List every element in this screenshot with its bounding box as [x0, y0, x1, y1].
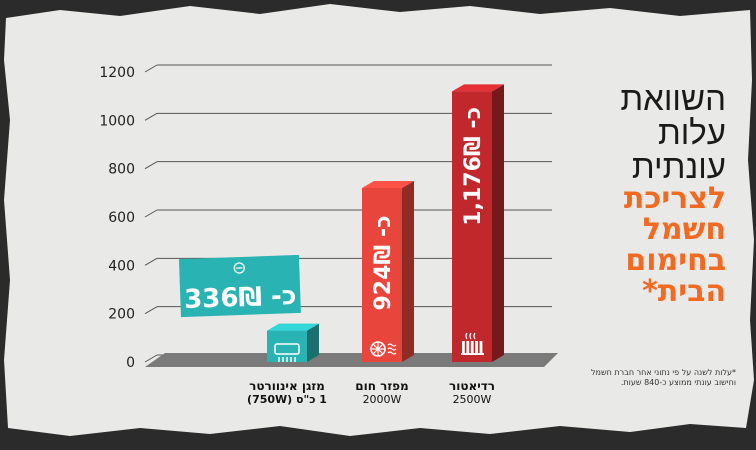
- gridline-diag: [144, 64, 158, 73]
- data-label: כ- 336₪: [184, 281, 297, 315]
- data-label: כ- 924₪: [371, 215, 396, 310]
- title-line-3: עונתית: [631, 147, 726, 185]
- data-label-callout: כ- 336₪: [178, 254, 301, 318]
- title-line-2: עלות: [657, 113, 726, 151]
- footnote: *עלות לשנה על פי נתוני אחר חברת חשמל וחי…: [536, 368, 736, 389]
- bar-side: [492, 84, 504, 362]
- bar-side: [307, 323, 319, 362]
- fan-heater-icon: [370, 341, 397, 357]
- x-category-label: מפזר חום: [355, 379, 409, 393]
- y-tick-label: 1000: [99, 113, 135, 129]
- y-tick-label: 1200: [99, 65, 135, 81]
- bar-top: [267, 323, 319, 331]
- y-tick-label: 0: [126, 355, 135, 371]
- y-tick-label: 200: [108, 307, 135, 323]
- x-category-sublabel: 2500W: [453, 393, 492, 406]
- y-tick-label: 600: [108, 210, 135, 226]
- title-highlight-3: בחימום: [625, 242, 726, 278]
- bar-top: [452, 84, 504, 92]
- footnote-line-2: וחישוב עונתי ממוצע כ-840 שעות.: [620, 378, 736, 388]
- y-tick-label: 800: [108, 162, 135, 178]
- air-conditioner-icon: [274, 343, 300, 362]
- gridline-diag: [144, 257, 158, 266]
- y-tick-label: 400: [108, 258, 135, 274]
- title-line-1: השוואת: [620, 80, 726, 117]
- gridline-diag: [144, 112, 158, 121]
- bar: [452, 91, 492, 362]
- chart-title: השוואת עלות עונתית לצריכת חשמל בחימום הב…: [586, 82, 726, 308]
- x-category-label: רדיאטור: [449, 379, 495, 393]
- bar: [362, 188, 402, 362]
- bar-side: [402, 181, 414, 362]
- x-category-sublabel: 1 כ"ס (750W): [247, 393, 327, 406]
- gridline-diag: [144, 306, 158, 315]
- title-highlight-4: הבית*: [642, 273, 726, 309]
- x-category-sublabel: 2000W: [363, 393, 402, 406]
- bar: [267, 330, 307, 362]
- gridline-diag: [144, 209, 158, 218]
- callout-box: [178, 254, 301, 318]
- title-highlight-2: חשמל: [642, 211, 726, 247]
- eco-plug-icon: [233, 262, 245, 274]
- gridline-diag: [144, 161, 158, 170]
- gridline-diag: [144, 354, 158, 363]
- data-label: כ- 1,176₪: [461, 107, 486, 226]
- title-highlight-1: לצריכת: [623, 180, 726, 216]
- footnote-line-1: *עלות לשנה על פי נתוני אחר חברת חשמל: [591, 368, 736, 377]
- radiator-icon: [461, 332, 484, 355]
- bar-top: [362, 181, 414, 188]
- x-category-label: מזגן אינוורטר: [249, 379, 325, 393]
